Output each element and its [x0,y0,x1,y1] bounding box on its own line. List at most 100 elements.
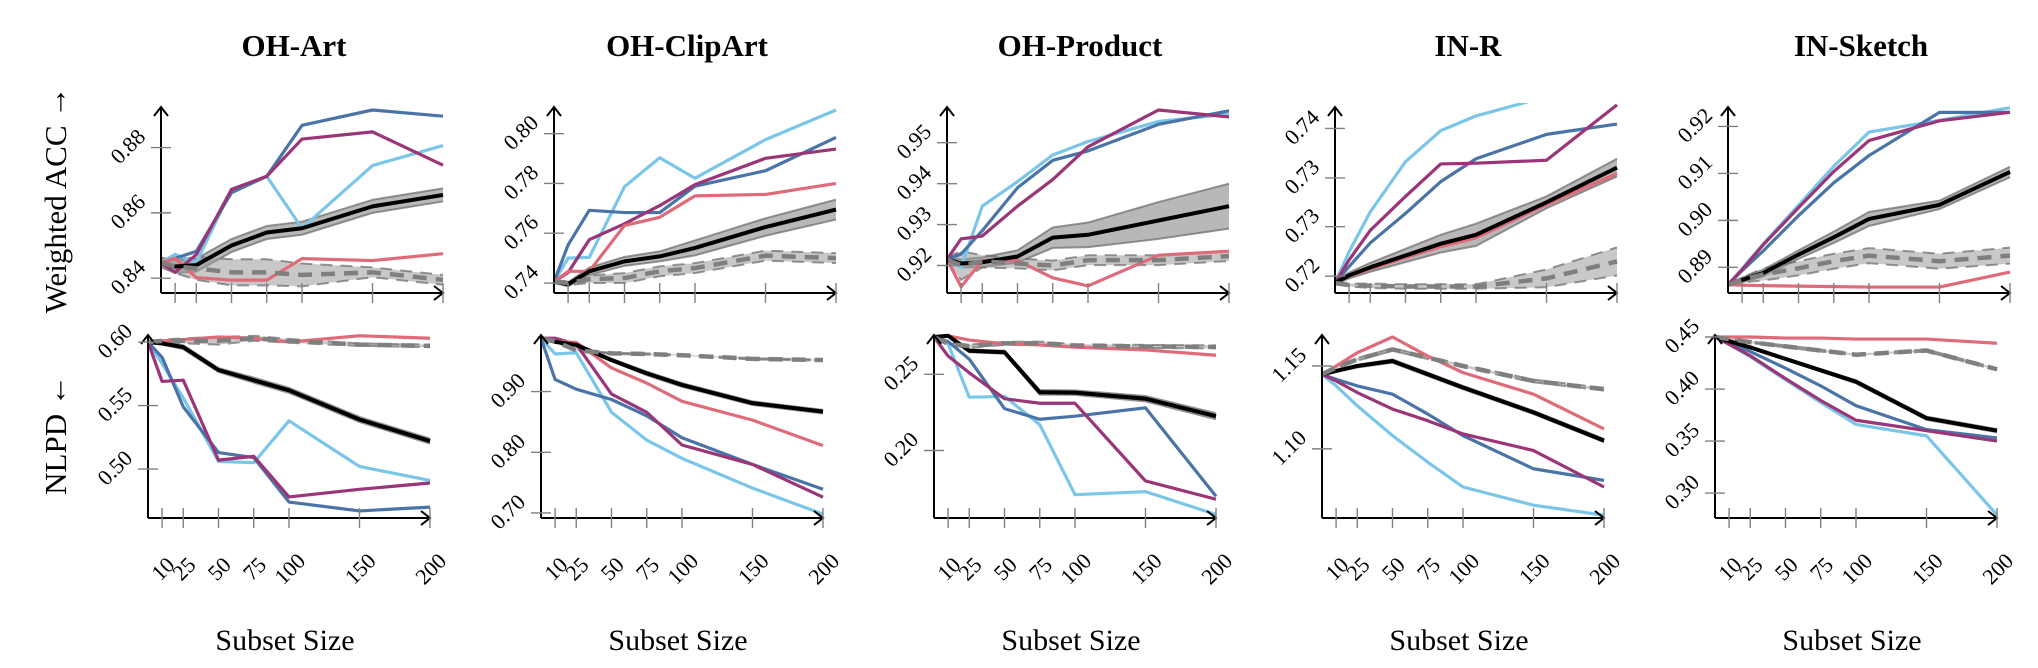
x-tick-label: 100 [1055,548,1096,589]
y-tick-label: 0.94 [891,160,936,205]
y-tick-label: 0.55 [92,382,137,427]
x-tick-label: 200 [1977,548,2018,589]
panel-in-sketch-acc: 0.890.900.910.92 [1672,103,2012,303]
band-edge-gray-dashed [947,250,1230,262]
panel-oh-clipart-acc: 0.74 0.760.78 0.80 [498,105,838,304]
series-line-gray-dashed [1322,347,1605,392]
band-edge-black-mean [1322,361,1605,444]
series-line-purple [1335,103,1618,284]
band-edge-gray-dashed [1715,336,1998,372]
band-black-mean [1335,158,1617,285]
x-axis-label: Subset Size [1389,624,1528,657]
band-edge-gray-dashed [161,263,444,288]
x-tick-label: 100 [1836,548,1877,589]
series-line-blue [1335,122,1618,284]
series-line-purple [947,108,1230,261]
series-line-black-mean [1728,170,2011,287]
panel-title: OH-Art [241,28,347,63]
y-axis-arrow-icon [939,105,955,117]
y-tick-label: 0.92 [891,242,936,287]
band-edge-gray-dashed [554,249,837,283]
series-line-purple [554,147,837,284]
x-tick-label: 150 [1126,548,1167,589]
y-tick-label: 0.80 [485,429,530,474]
x-tick-label: 150 [733,548,774,589]
y-tick-label: 0.45 [1659,313,1704,358]
plot-area [1322,335,1605,517]
y-tick-label: 0.91 [1672,150,1717,195]
series-line-purple [1322,372,1605,489]
x-tick-label: 150 [1907,548,1948,589]
y-axis-arrow-icon [1327,105,1343,117]
band-edge-gray-dashed [541,337,824,362]
plot-area [161,108,444,288]
series-line-light-blue [541,337,824,516]
band-edge-gray-dashed [148,339,431,349]
band-edge-black-mean [1335,175,1618,286]
row-label-nlpd: NLPD ← [38,375,73,495]
series-line-purple [161,130,444,274]
x-axis-label: Subset Size [1782,624,1921,657]
y-tick-label: 0.50 [92,445,137,490]
x-tick-label: 25 [167,552,200,585]
x-tick-label: 25 [953,552,986,585]
series-line-black-mean [1335,165,1618,285]
y-tick-label: 0.80 [498,110,543,155]
y-tick-label: 0.90 [485,368,530,413]
x-tick-label: 100 [1443,548,1484,589]
panel-title: IN-R [1434,28,1502,63]
y-tick-label: 0.95 [891,119,936,164]
plot-area [554,108,837,288]
series-line-black-mean [1322,359,1605,443]
series-line-light-blue [1715,335,1999,517]
axes: 0.890.900.910.92 [1672,103,2012,303]
x-tick-label: 150 [1514,548,1555,589]
y-tick-label: 0.73 [1279,154,1324,199]
x-axis-label: Subset Size [608,624,747,657]
series-line-black-mean [554,207,837,287]
y-tick-label: 1.15 [1266,342,1311,387]
band-edge-gray-dashed [554,259,837,287]
row-label-weighted-acc: Weighted ACC → [38,87,73,314]
panels: 0.840.860.880.740.760.780.800.920.930.94… [92,103,2018,657]
plot-area [1335,103,1618,290]
y-axis-arrow-icon [1707,333,1723,345]
plot-area [541,336,824,516]
band-edge-gray-dashed [1335,246,1618,286]
y-tick-label: 0.89 [1672,244,1717,289]
series-line-black-mean [541,336,824,414]
series-line-blue [1322,372,1605,482]
x-axis-label: Subset Size [215,624,354,657]
x-tick-label: 200 [803,548,844,589]
series-line-purple [934,336,1217,501]
plot-area [934,333,1218,516]
panel-titles: OH-Art OH-ClipArt OH-Product IN-R IN-Sketch [241,28,1928,63]
y-tick-label: 0.88 [105,124,150,169]
y-tick-label: 0.84 [105,254,150,299]
series-line-blue [148,340,431,513]
y-axis-arrow-icon [1720,105,1736,117]
y-tick-label: 0.30 [1659,469,1704,514]
panel-title: OH-Product [998,28,1163,63]
x-tick-label: 200 [410,548,451,589]
y-tick-label: 0.70 [485,489,530,534]
series-line-pink [148,334,431,344]
y-axis-arrow-icon [926,333,942,345]
series-line-pink [1715,335,1998,345]
band-black-mean [554,199,836,287]
band-edge-gray-dashed [1728,262,2011,287]
y-tick-label: 0.76 [498,209,543,254]
plot-area [1715,334,1999,517]
y-axis-arrow-icon [533,333,549,345]
x-tick-label: 50 [203,552,236,585]
band-edge-gray-dashed [541,336,824,361]
panel-title: IN-Sketch [1794,28,1928,63]
x-tick-label: 200 [1584,548,1625,589]
series-line-pink [161,252,444,282]
